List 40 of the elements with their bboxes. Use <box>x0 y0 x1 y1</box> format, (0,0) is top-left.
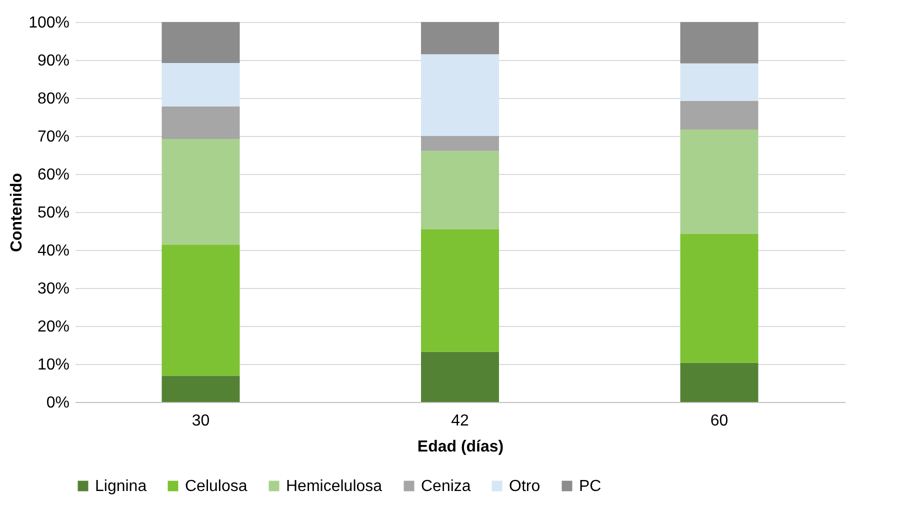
bar <box>421 352 499 402</box>
y-tick-label: 10% <box>37 356 70 374</box>
y-tick-label: 60% <box>37 166 70 184</box>
bar <box>680 362 758 402</box>
legend-label: PC <box>579 478 602 495</box>
y-tick-label: 40% <box>37 242 70 260</box>
y-tick-label: 70% <box>37 128 70 146</box>
x-tick-label: 60 <box>710 412 728 430</box>
y-tick-label: 100% <box>28 14 70 32</box>
bar <box>421 229 499 352</box>
bar <box>421 136 499 151</box>
y-tick-label: 0% <box>46 394 70 412</box>
y-tick-label: 30% <box>37 280 70 298</box>
legend-label: Lignina <box>95 478 147 495</box>
bar <box>421 54 499 136</box>
bar <box>162 139 240 245</box>
bar <box>421 150 499 230</box>
bar <box>162 376 240 402</box>
legend-label: Hemicelulosa <box>286 478 382 495</box>
bar <box>162 22 240 64</box>
x-tick-label: 30 <box>192 412 210 430</box>
bar <box>421 22 499 54</box>
y-tick-label: 50% <box>37 204 70 222</box>
bar <box>680 234 758 363</box>
bar <box>680 101 758 130</box>
y-axis-title: Contenido <box>8 172 26 252</box>
y-tick-label: 90% <box>37 52 70 70</box>
x-tick-label: 42 <box>451 412 469 430</box>
bar <box>680 22 758 64</box>
bar <box>162 106 240 140</box>
bar <box>162 63 240 106</box>
legend-label: Celulosa <box>185 478 248 495</box>
legend-label: Otro <box>509 478 540 495</box>
legend-label: Ceniza <box>421 478 471 495</box>
bar <box>162 244 240 376</box>
bar <box>680 63 758 102</box>
bar <box>680 130 758 234</box>
x-axis-title: Edad (días) <box>417 438 504 456</box>
y-tick-label: 20% <box>37 318 70 336</box>
y-tick-label: 80% <box>37 90 70 108</box>
